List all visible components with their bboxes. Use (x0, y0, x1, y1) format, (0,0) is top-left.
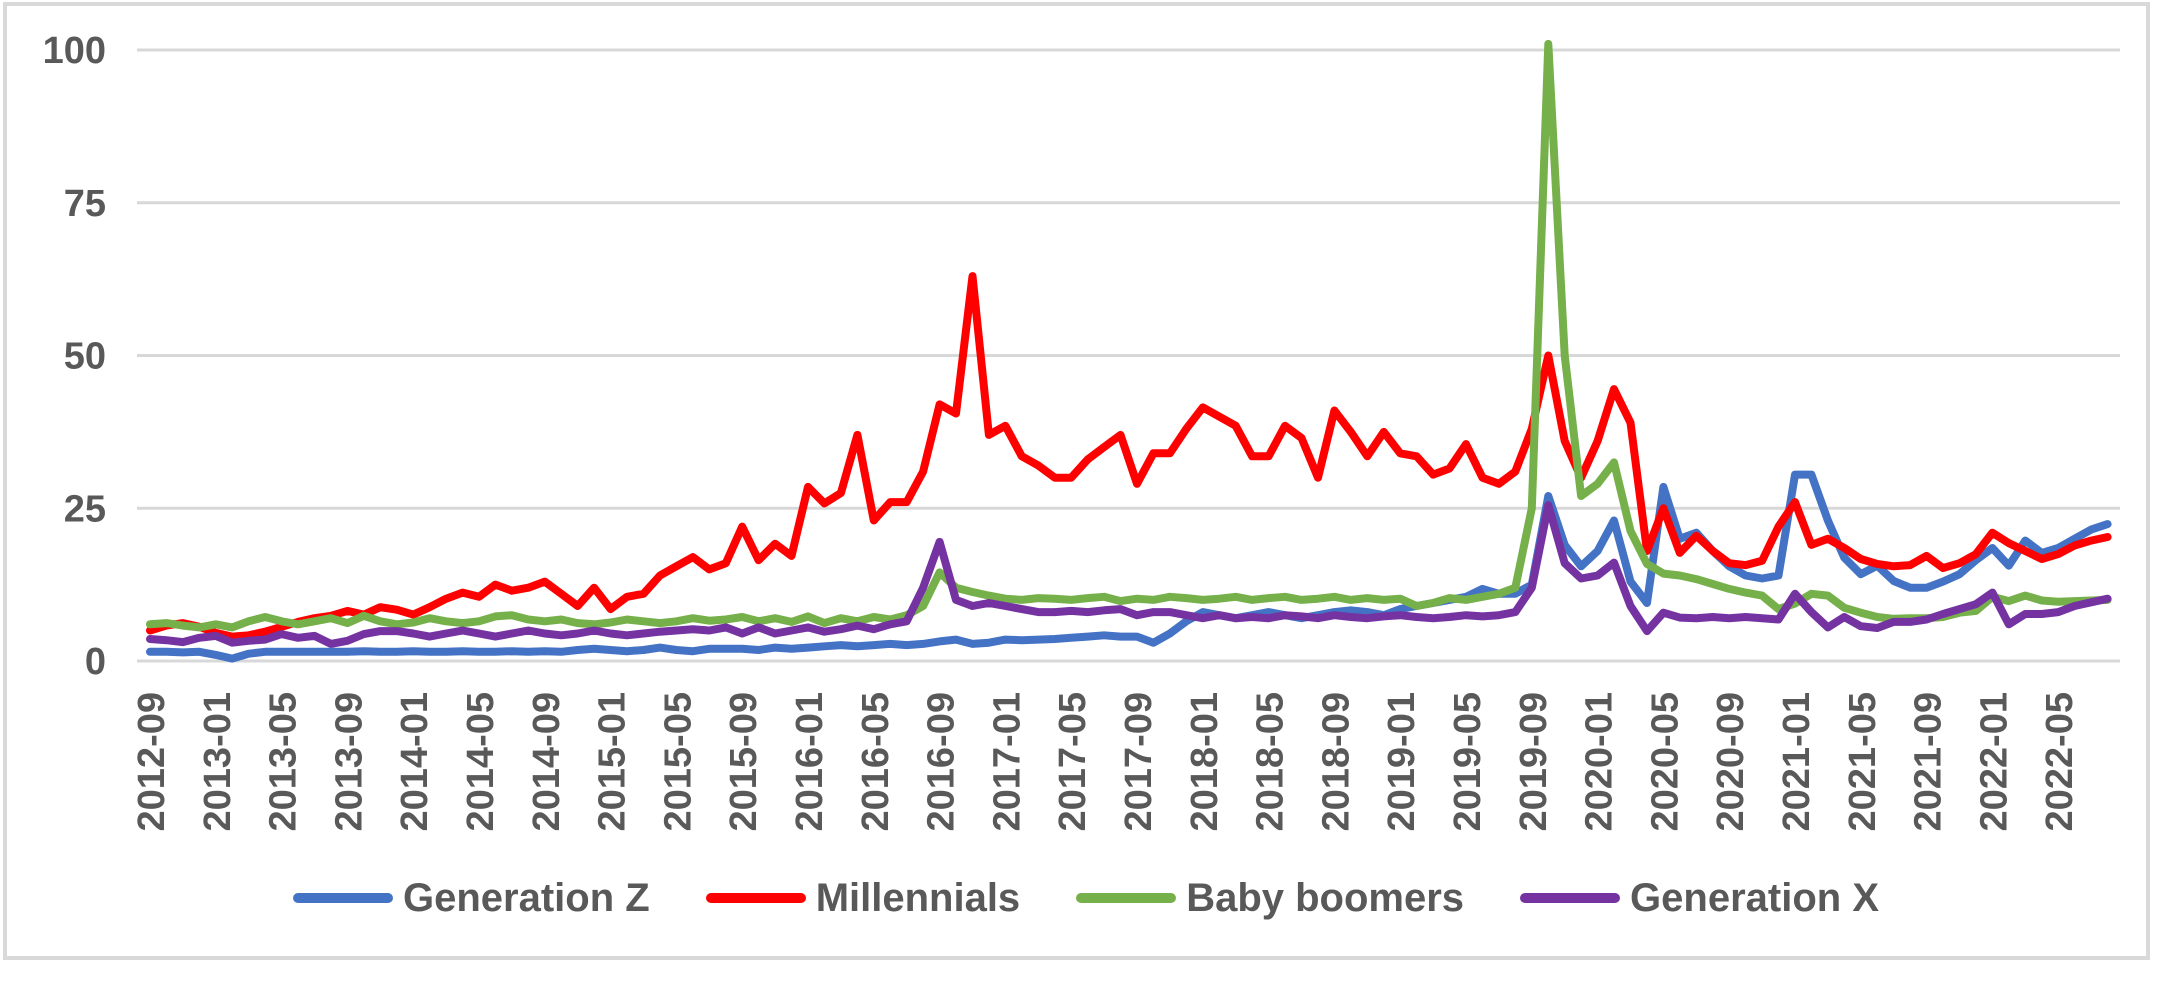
x-tick-label-2017-09: 2017-09 (1118, 692, 1160, 831)
legend-item-generation-z: Generation Z (292, 876, 650, 920)
legend-swatch-baby-boomers (1076, 893, 1177, 903)
x-tick-label-2014-05: 2014-05 (460, 692, 502, 831)
x-tick-label-2018-09: 2018-09 (1315, 692, 1357, 831)
x-tick-label-2016-09: 2016-09 (921, 692, 963, 831)
x-tick-label-2015-01: 2015-01 (592, 692, 634, 831)
x-tick-label-2013-05: 2013-05 (263, 692, 305, 831)
x-tick-label-2013-01: 2013-01 (197, 692, 239, 831)
series-line-generation-z (146, 470, 2112, 663)
legend-label-generation-x: Generation X (1630, 876, 1879, 920)
x-tick-label-2020-01: 2020-01 (1579, 692, 1621, 831)
chart-legend: Generation Z Millennials Baby boomers Gener… (0, 878, 2172, 918)
y-tick-label-0: 0 (85, 641, 106, 683)
y-tick-label-100: 100 (43, 30, 106, 72)
legend-label-generation-z: Generation Z (402, 876, 650, 920)
legend-item-baby-boomers: Baby boomers (1076, 878, 1464, 918)
x-tick-label-2021-09: 2021-09 (1908, 692, 1950, 831)
legend-item-millennials: Millennials (705, 876, 1021, 920)
x-tick-label-2015-09: 2015-09 (723, 692, 765, 831)
series-line-generation-x (146, 501, 2112, 648)
x-tick-label-2021-05: 2021-05 (1842, 692, 1884, 831)
x-tick-label-2019-09: 2019-09 (1513, 692, 1555, 831)
x-tick-label-2022-05: 2022-05 (2039, 692, 2081, 831)
y-tick-label-75: 75 (64, 183, 106, 225)
x-tick-label-2012-09: 2012-09 (131, 692, 173, 831)
x-tick-label-2021-01: 2021-01 (1776, 692, 1818, 831)
x-tick-label-2018-05: 2018-05 (1250, 692, 1292, 831)
x-tick-label-2020-09: 2020-09 (1710, 692, 1752, 831)
x-tick-label-2019-05: 2019-05 (1447, 692, 1489, 831)
x-tick-label-2018-01: 2018-01 (1184, 692, 1226, 831)
x-tick-label-2019-01: 2019-01 (1381, 692, 1423, 831)
x-tick-label-2020-05: 2020-05 (1644, 692, 1686, 831)
legend-label-baby-boomers: Baby boomers (1186, 876, 1465, 920)
series-line-millennials (146, 272, 2112, 641)
legend-swatch-millennials (705, 893, 806, 903)
legend-label-millennials: Millennials (815, 876, 1021, 920)
legend-item-generation-x: Generation X (1520, 878, 1879, 918)
legend-swatch-generation-x (1520, 893, 1621, 903)
x-tick-label-2015-05: 2015-05 (657, 692, 699, 831)
x-tick-label-2017-05: 2017-05 (1052, 692, 1094, 831)
legend-swatch-generation-z (292, 893, 393, 903)
y-tick-label-25: 25 (64, 488, 106, 530)
x-tick-label-2016-05: 2016-05 (855, 692, 897, 831)
x-tick-label-2014-09: 2014-09 (526, 692, 568, 831)
y-tick-label-50: 50 (64, 336, 106, 378)
x-tick-label-2022-01: 2022-01 (1973, 692, 2015, 831)
x-tick-label-2014-01: 2014-01 (394, 692, 436, 831)
x-tick-label-2013-09: 2013-09 (328, 692, 370, 831)
x-tick-label-2017-01: 2017-01 (986, 692, 1028, 831)
x-tick-label-2016-01: 2016-01 (789, 692, 831, 831)
